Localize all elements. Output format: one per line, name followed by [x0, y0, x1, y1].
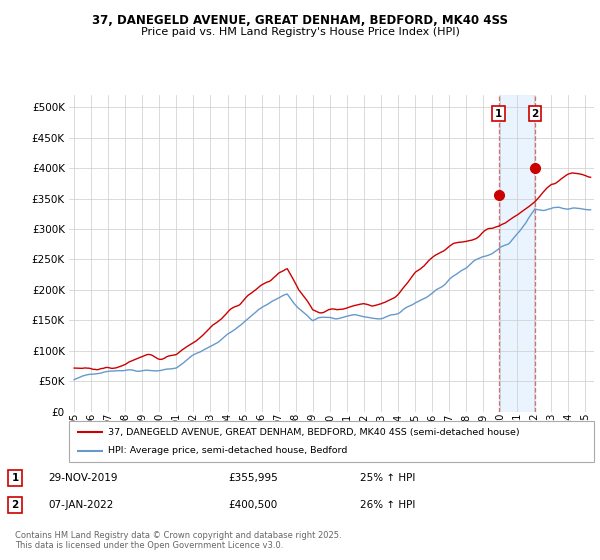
- FancyBboxPatch shape: [69, 421, 594, 462]
- Text: 2: 2: [531, 109, 538, 119]
- Text: £400,500: £400,500: [228, 500, 277, 510]
- Text: 07-JAN-2022: 07-JAN-2022: [48, 500, 113, 510]
- Text: 26% ↑ HPI: 26% ↑ HPI: [360, 500, 415, 510]
- Text: 1: 1: [495, 109, 502, 119]
- Text: 37, DANEGELD AVENUE, GREAT DENHAM, BEDFORD, MK40 4SS (semi-detached house): 37, DANEGELD AVENUE, GREAT DENHAM, BEDFO…: [109, 428, 520, 437]
- Text: £355,995: £355,995: [228, 473, 278, 483]
- Text: 1: 1: [11, 473, 19, 483]
- Text: 25% ↑ HPI: 25% ↑ HPI: [360, 473, 415, 483]
- Text: 2: 2: [11, 500, 19, 510]
- Text: 37, DANEGELD AVENUE, GREAT DENHAM, BEDFORD, MK40 4SS: 37, DANEGELD AVENUE, GREAT DENHAM, BEDFO…: [92, 14, 508, 27]
- Text: Contains HM Land Registry data © Crown copyright and database right 2025.
This d: Contains HM Land Registry data © Crown c…: [15, 530, 341, 550]
- Text: HPI: Average price, semi-detached house, Bedford: HPI: Average price, semi-detached house,…: [109, 446, 348, 455]
- Text: Price paid vs. HM Land Registry's House Price Index (HPI): Price paid vs. HM Land Registry's House …: [140, 27, 460, 37]
- Bar: [499, 95, 535, 412]
- Text: 29-NOV-2019: 29-NOV-2019: [48, 473, 118, 483]
